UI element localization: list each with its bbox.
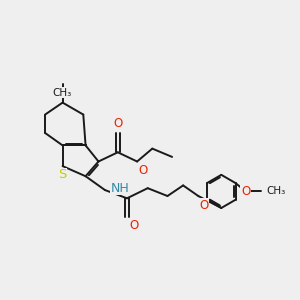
Text: O: O (113, 117, 122, 130)
Text: O: O (138, 164, 147, 177)
Text: CH₃: CH₃ (52, 88, 71, 98)
Text: O: O (241, 185, 250, 198)
Text: S: S (58, 168, 67, 182)
Text: O: O (199, 199, 208, 212)
Text: CH₃: CH₃ (267, 186, 286, 197)
Text: NH: NH (110, 182, 129, 195)
Text: O: O (129, 219, 139, 232)
